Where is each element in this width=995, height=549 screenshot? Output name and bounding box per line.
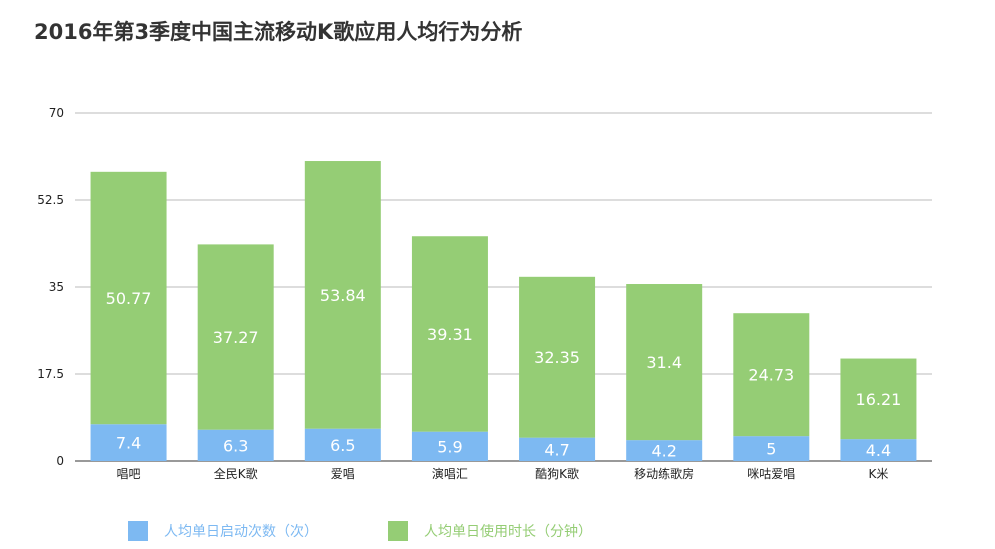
data-label: 53.84 — [320, 286, 366, 305]
bar-segment-usage-time — [90, 171, 167, 425]
x-tick-label: 爱唱 — [331, 467, 355, 481]
data-label: 4.2 — [651, 442, 676, 461]
x-tick-label: 咪咕爱唱 — [747, 466, 795, 481]
bar-segment-usage-time — [733, 313, 810, 437]
x-tick-label: 演唱汇 — [432, 466, 468, 481]
bar-segment-usage-time — [411, 236, 488, 432]
x-tick-label: 唱吧 — [117, 467, 141, 481]
bar-segment-launch-count — [197, 429, 274, 461]
x-tick-label: 全民K歌 — [214, 466, 258, 481]
legend-item-usage-time: 人均单日使用时长（分钟） — [388, 520, 592, 542]
bar-segment-launch-count — [519, 437, 596, 461]
bar-segment-launch-count — [626, 440, 703, 461]
data-label: 24.73 — [748, 366, 794, 385]
x-axis-ticks: 唱吧 全民K歌 爱唱 演唱汇 酷狗K歌 移动练歌房 咪咕爱唱 K米 — [117, 466, 889, 481]
data-labels: 7.4 50.77 6.3 37.27 6.5 53.84 5.9 39.31 4.7 32.35… — [106, 286, 902, 461]
legend-label: 人均单日使用时长（分钟） — [424, 524, 592, 540]
y-tick-label: 0 — [56, 454, 64, 468]
y-tick-label: 35 — [49, 280, 64, 294]
legend-swatch-blue — [128, 521, 148, 541]
data-label: 6.5 — [330, 436, 355, 455]
bar-segment-launch-count — [733, 436, 810, 461]
y-tick-label: 17.5 — [37, 367, 64, 381]
data-label: 50.77 — [106, 289, 152, 308]
x-tick-label: 酷狗K歌 — [535, 466, 579, 481]
bar-segment-launch-count — [411, 431, 488, 461]
legend-item-launch-count: 人均单日启动次数（次） — [128, 520, 318, 542]
bar-segment-launch-count — [840, 439, 917, 461]
bars — [90, 161, 917, 461]
bar-segment-usage-time — [519, 276, 596, 438]
data-label: 5.9 — [437, 437, 462, 456]
data-label: 16.21 — [856, 390, 902, 409]
data-label: 39.31 — [427, 325, 473, 344]
data-label: 4.7 — [544, 440, 569, 459]
data-label: 32.35 — [534, 348, 580, 367]
x-tick-label: K米 — [869, 467, 889, 481]
legend-swatch-green — [388, 521, 408, 541]
bar-segment-launch-count — [90, 424, 167, 461]
x-tick-label: 移动练歌房 — [634, 466, 694, 481]
bar-segment-usage-time — [197, 244, 274, 430]
y-axis-ticks: 0 17.5 35 52.5 70 — [37, 106, 64, 468]
bar-segment-usage-time — [840, 358, 917, 440]
bar-segment-launch-count — [304, 428, 381, 461]
bar-segment-usage-time — [626, 284, 703, 441]
legend-label: 人均单日启动次数（次） — [164, 524, 318, 540]
data-label: 5 — [766, 440, 776, 459]
data-label: 7.4 — [116, 434, 141, 453]
y-tick-label: 70 — [49, 106, 64, 120]
y-tick-label: 52.5 — [37, 193, 64, 207]
data-label: 4.4 — [866, 441, 891, 460]
data-label: 6.3 — [223, 436, 248, 455]
chart-title: 2016年第3季度中国主流移动K歌应用人均行为分析 — [34, 20, 523, 44]
data-label: 31.4 — [646, 353, 682, 372]
bar-segment-usage-time — [304, 161, 381, 429]
data-label: 37.27 — [213, 328, 259, 347]
